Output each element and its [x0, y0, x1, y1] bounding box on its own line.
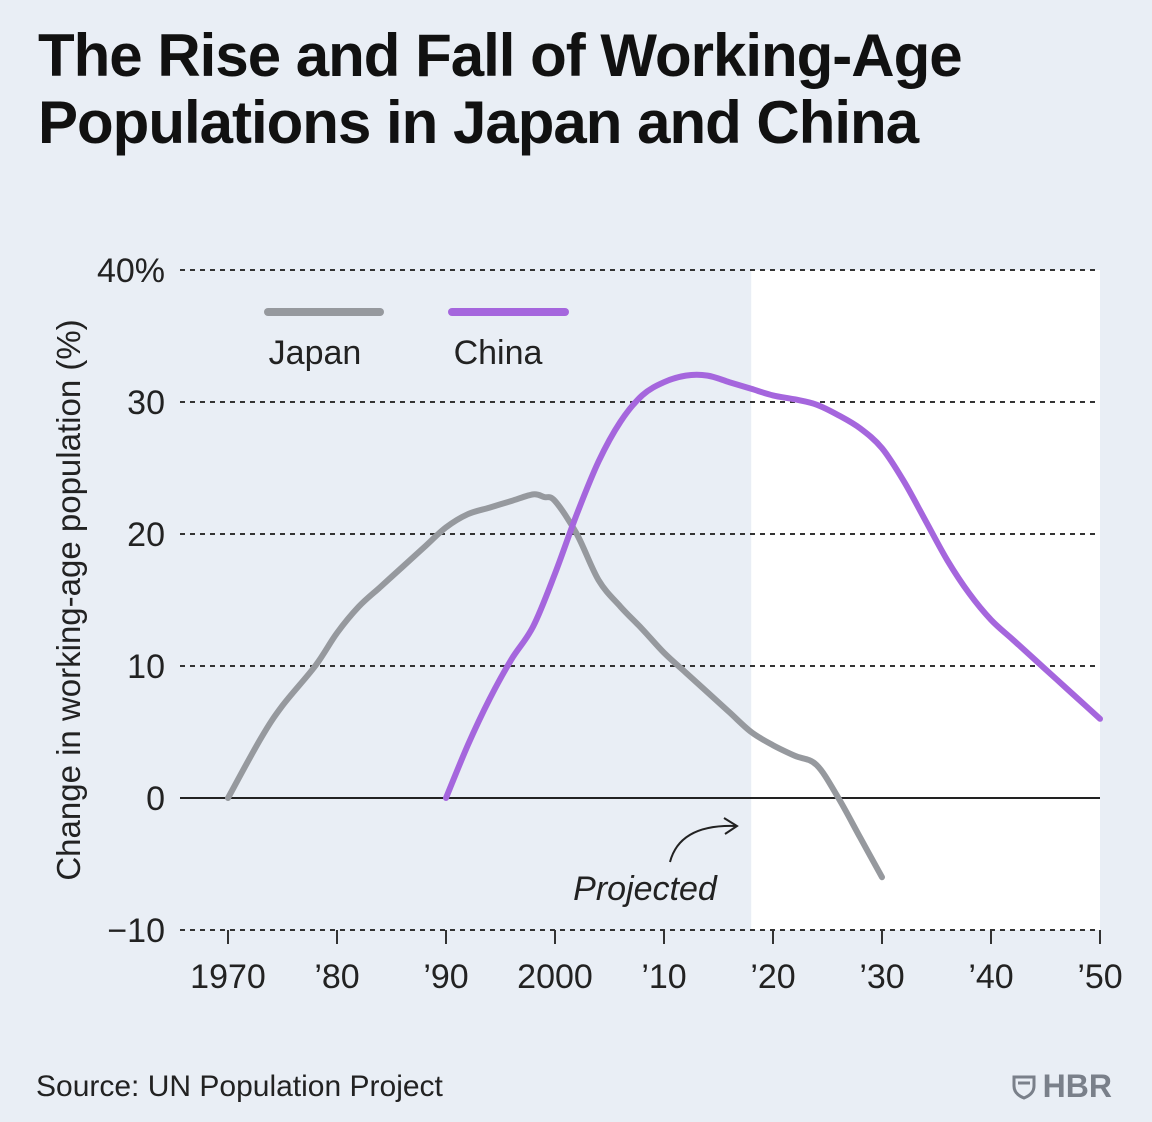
- x-tick-label: 2000: [517, 958, 593, 996]
- x-tick-label: 1970: [190, 958, 266, 996]
- y-tick-label: 0: [146, 780, 165, 818]
- x-tick-label: ’50: [1077, 958, 1122, 996]
- y-axis-label: Change in working-age population (%): [50, 319, 87, 880]
- series-line-china: [443, 371, 1103, 801]
- source-note: Source: UN Population Project: [36, 1070, 443, 1103]
- x-tick-label: ’20: [750, 958, 795, 996]
- x-tick-label: ’10: [641, 958, 686, 996]
- projected-region: [751, 270, 1100, 930]
- x-tick-label: ’40: [968, 958, 1013, 996]
- brand-text: HBR: [1042, 1068, 1112, 1104]
- series-line-japan: [225, 491, 885, 881]
- y-tick-label: 30: [127, 384, 165, 422]
- x-tick-label: ’30: [859, 958, 904, 996]
- brand-logo: HBR: [1011, 1068, 1112, 1105]
- annotation-arrowhead: [723, 817, 739, 835]
- legend-label-japan: Japan: [269, 334, 362, 372]
- shield-icon: [1012, 1075, 1036, 1100]
- y-tick-label: 40%: [97, 252, 165, 290]
- x-tick-label: ’90: [423, 958, 468, 996]
- annotation-arrow: [669, 824, 737, 863]
- x-tick-label: ’80: [314, 958, 359, 996]
- y-tick-label: 20: [127, 516, 165, 554]
- chart-title: The Rise and Fall of Working-Age Populat…: [38, 22, 963, 156]
- projected-label: Projected: [573, 870, 718, 908]
- y-tick-label: −10: [107, 912, 165, 950]
- y-tick-label: 10: [127, 648, 165, 686]
- legend-label-china: China: [454, 334, 543, 372]
